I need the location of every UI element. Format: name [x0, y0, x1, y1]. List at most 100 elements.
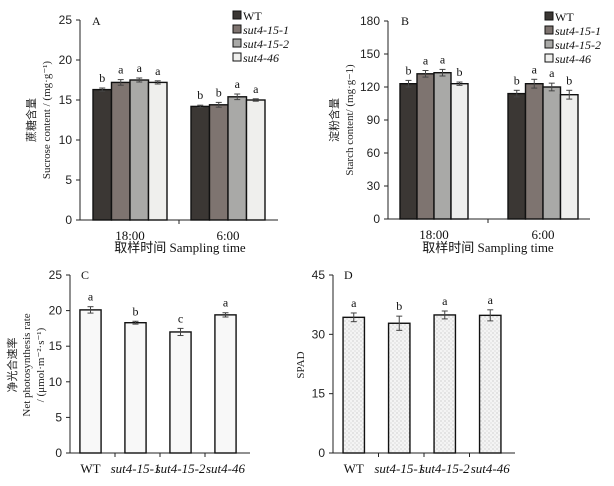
y-tick-label-b: 30 — [367, 179, 381, 193]
significance-letter-c: b — [133, 304, 139, 318]
y-tick-label-a: 20 — [59, 53, 73, 67]
significance-letter-c: c — [178, 311, 183, 325]
y-axis-label-cn-c: 净光合速率 — [5, 338, 19, 393]
bar-d-WT — [342, 316, 366, 454]
x-tick-label-d: sut4-46 — [471, 461, 511, 476]
y-axis-label-d: SPAD — [295, 351, 307, 378]
significance-letter-a: a — [235, 77, 241, 91]
x-tick-label-b: 18:00 — [419, 227, 449, 242]
bar-d-sut4-15-1 — [387, 322, 411, 454]
legend-swatch-b — [544, 25, 554, 35]
legend-label-a: sut4-46 — [243, 51, 279, 65]
significance-letter-a: a — [137, 61, 143, 75]
legend-swatch-a — [232, 52, 242, 62]
legend-swatch-b — [544, 11, 554, 21]
significance-letter-a: b — [197, 88, 203, 102]
significance-letter-d: a — [488, 293, 494, 307]
x-tick-label-c: sut4-15-2 — [156, 461, 206, 476]
significance-letter-b: a — [423, 54, 429, 68]
bar-a-sut4-15-1 — [208, 104, 229, 221]
significance-letter-c: a — [223, 296, 229, 310]
y-tick-label-d: 15 — [312, 387, 326, 401]
legend-label-b: sut4-46 — [555, 52, 591, 66]
bar-b-sut4-15-2 — [433, 71, 452, 220]
bar-a-sut4-15-2 — [227, 96, 248, 221]
y-tick-label-c: 25 — [49, 268, 63, 282]
significance-letter-b: b — [514, 73, 520, 87]
y-tick-label-b: 0 — [373, 212, 380, 226]
bar-a-WT — [92, 88, 113, 221]
significance-letter-c: a — [88, 290, 94, 304]
significance-letter-d: a — [351, 296, 357, 310]
x-tick-label-c: sut4-15-1 — [111, 461, 161, 476]
bar-b-sut4-46 — [559, 93, 579, 220]
legend-label-a: sut4-15-2 — [243, 37, 289, 51]
y-tick-label-a: 5 — [65, 173, 72, 187]
y-axis-label-unit-c: / (μmol·m⁻²·s⁻¹) — [35, 327, 47, 402]
significance-letter-a: b — [216, 85, 222, 99]
significance-letter-b: a — [440, 52, 446, 66]
significance-letter-d: a — [442, 294, 448, 308]
legend-label-a: WT — [243, 9, 262, 23]
y-tick-label-b: 120 — [360, 80, 380, 94]
y-tick-label-b: 180 — [360, 14, 380, 28]
significance-letter-b: a — [532, 62, 538, 76]
x-tick-label-d: sut4-15-2 — [420, 461, 470, 476]
y-tick-label-b: 60 — [367, 146, 381, 160]
significance-letter-a: b — [99, 71, 105, 85]
y-axis-label-a: Sucrose content / (mg·g⁻¹) — [41, 61, 53, 179]
legend-swatch-a — [232, 10, 242, 20]
y-tick-label-c: 20 — [49, 304, 63, 318]
legend-swatch-b — [544, 39, 554, 49]
x-tick-label-a: 6:00 — [216, 228, 239, 243]
bar-c-WT — [79, 309, 102, 454]
significance-letter-a: a — [155, 64, 161, 78]
bar-c-sut4-15-2 — [169, 331, 192, 454]
bar-d-sut4-46 — [478, 314, 502, 454]
bar-b-sut4-15-1 — [416, 73, 435, 220]
x-tick-label-d: WT — [344, 461, 364, 476]
panel-label-b: B — [401, 14, 409, 28]
bar-b-sut4-46 — [450, 82, 469, 220]
bar-a-WT — [190, 105, 211, 221]
legend-label-a: sut4-15-1 — [243, 23, 289, 37]
x-axis-label-a: 取样时间 Sampling time — [114, 240, 246, 255]
y-tick-label-b: 150 — [360, 47, 380, 61]
bar-b-WT — [399, 82, 418, 220]
significance-letter-b: b — [457, 65, 463, 79]
significance-letter-d: b — [396, 299, 402, 313]
bar-b-sut4-15-2 — [542, 86, 562, 220]
significance-letter-b: b — [566, 73, 572, 87]
y-tick-label-a: 0 — [65, 213, 72, 227]
y-tick-label-b: 90 — [367, 113, 381, 127]
y-axis-label-cn-a: 蔗糖含量 — [24, 98, 38, 142]
x-tick-label-a: 18:00 — [115, 228, 145, 243]
bar-c-sut4-15-1 — [124, 322, 147, 454]
x-tick-label-c: sut4-46 — [206, 461, 246, 476]
y-tick-label-a: 10 — [59, 133, 73, 147]
y-axis-label-b: Starch content/ (mg·g−1) — [344, 64, 356, 176]
panel-label-a: A — [92, 14, 101, 28]
significance-letter-a: a — [118, 63, 124, 77]
y-tick-label-d: 45 — [312, 268, 326, 282]
legend-swatch-a — [232, 38, 242, 48]
y-tick-label-d: 30 — [312, 327, 326, 341]
bar-d-sut4-15-2 — [433, 314, 457, 454]
y-axis-label-c: Net photosynthesis rate — [21, 313, 33, 416]
y-tick-label-a: 25 — [59, 13, 73, 27]
bar-a-sut4-15-2 — [129, 79, 150, 221]
panel-label-d: D — [344, 268, 353, 282]
legend-swatch-a — [232, 24, 242, 34]
bar-a-sut4-15-1 — [110, 81, 131, 221]
y-tick-label-c: 10 — [49, 375, 63, 389]
significance-letter-b: b — [406, 63, 412, 77]
significance-letter-a: a — [253, 82, 259, 96]
bar-a-sut4-46 — [245, 99, 266, 221]
y-axis-label-cn-b: 淀粉含量 — [327, 98, 341, 142]
bar-b-WT — [507, 92, 527, 220]
y-tick-label-a: 15 — [59, 93, 73, 107]
y-tick-label-c: 0 — [55, 446, 62, 460]
y-tick-label-d: 0 — [318, 446, 325, 460]
panel-label-c: C — [81, 268, 89, 282]
